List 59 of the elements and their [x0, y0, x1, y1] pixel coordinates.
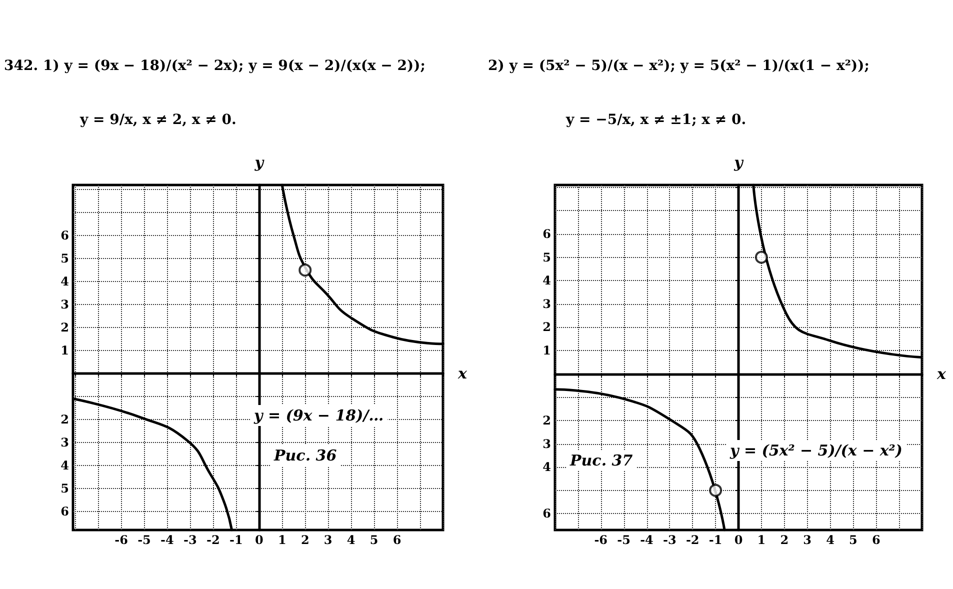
y-tick-label: 5: [60, 482, 69, 496]
y-tick-label: 2: [542, 320, 551, 334]
y-tick-label: 6: [542, 506, 551, 521]
y-axis-title: y: [254, 154, 265, 172]
x-tick-label: -3: [184, 533, 197, 547]
y-tick-label: 5: [60, 252, 69, 266]
y-tick-label: 6: [60, 504, 69, 519]
x-tick-label: 1: [278, 533, 286, 547]
x-tick-label: -1: [708, 533, 722, 547]
y-tick-label: 5: [542, 250, 551, 264]
x-tick-label: -6: [594, 533, 608, 547]
annotation: y = (9x − 18)/…: [253, 406, 384, 424]
y-tick-label: 2: [60, 412, 69, 427]
x-tick-label: 0: [734, 533, 743, 547]
x-tick-label: -1: [229, 533, 243, 547]
x-tick-label: 2: [300, 533, 310, 547]
x-axis-title: x: [936, 364, 947, 383]
y-axis-title: y: [733, 154, 744, 172]
x-tick-label: -4: [640, 533, 654, 547]
x-tick-label: -5: [617, 533, 630, 547]
chart-title: 342. 1) y = (9x − 18)/(x² − 2x); y = 9(x − 2)/(x(x − 2));: [4, 58, 426, 74]
y-tick-label: 4: [542, 460, 551, 474]
y-tick-label: 2: [542, 413, 551, 428]
x-tick-label: 6: [392, 533, 402, 547]
x-tick-label: 3: [324, 533, 332, 547]
y-tick-label: 4: [60, 458, 69, 473]
chart-subtitle: y = 9/x, x ≠ 2, x ≠ 0.: [80, 112, 236, 128]
y-tick-label: 6: [542, 226, 551, 241]
x-axis-title: x: [457, 364, 468, 383]
x-tick-label: -2: [206, 533, 220, 547]
x-tick-label: 5: [370, 533, 378, 547]
x-tick-label: -4: [160, 533, 174, 547]
x-tick-label: 3: [803, 533, 812, 547]
x-tick-label: 0: [254, 533, 264, 547]
x-tick-label: 5: [849, 533, 858, 547]
chart-subtitle: y = −5/x, x ≠ ±1; x ≠ 0.: [566, 112, 746, 128]
chart-title: 2) y = (5x² − 5)/(x − x²); y = 5(x² − 1)/(x(1 − x²));: [488, 58, 870, 74]
y-tick-label: 4: [60, 274, 69, 289]
y-tick-label: 4: [542, 274, 551, 288]
x-tick-label: -6: [114, 533, 128, 547]
y-tick-label: 3: [542, 296, 551, 311]
x-tick-label: 2: [780, 533, 789, 547]
annotation: Рис. 36: [273, 446, 338, 464]
annotation: Рис. 37: [569, 452, 634, 470]
x-tick-label: -3: [663, 533, 676, 547]
x-tick-label: -5: [138, 533, 151, 547]
x-tick-label: -2: [686, 533, 700, 547]
y-tick-label: 1: [542, 344, 551, 358]
x-tick-label: 6: [872, 533, 880, 547]
y-tick-label: 2: [60, 320, 69, 335]
y-tick-label: 3: [60, 436, 69, 450]
x-tick-label: 4: [346, 533, 356, 547]
y-tick-label: 3: [60, 298, 69, 312]
y-tick-label: 1: [60, 344, 69, 358]
y-tick-label: 6: [60, 228, 69, 243]
x-tick-label: 1: [757, 533, 766, 547]
annotation: y = (5x² − 5)/(x − x²): [729, 442, 902, 460]
x-tick-label: 4: [826, 533, 834, 547]
y-tick-label: 3: [542, 436, 551, 451]
